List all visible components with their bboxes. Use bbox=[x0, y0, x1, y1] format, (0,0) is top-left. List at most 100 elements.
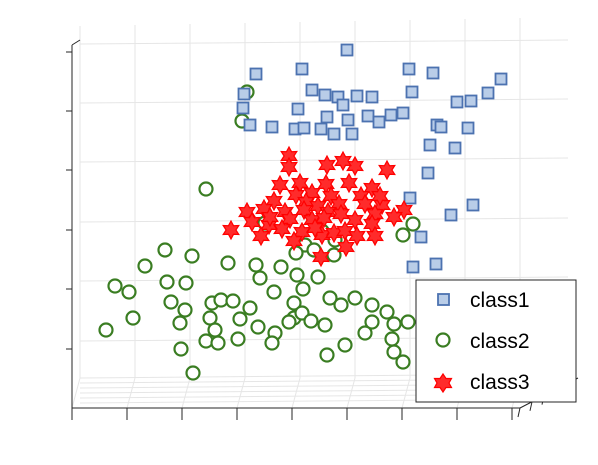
class2-point bbox=[288, 245, 304, 261]
class1-point bbox=[341, 113, 355, 127]
class2-point bbox=[252, 270, 268, 286]
class2-point bbox=[121, 284, 137, 300]
class2-point bbox=[242, 300, 258, 316]
grid-line-horizontal bbox=[79, 39, 569, 45]
class1-point bbox=[448, 141, 462, 155]
class1-point bbox=[340, 43, 354, 57]
legend-label-class3: class3 bbox=[470, 371, 530, 394]
class2-point bbox=[172, 315, 188, 331]
class2-point bbox=[184, 248, 200, 264]
class3-point bbox=[348, 225, 366, 247]
class2-point bbox=[364, 297, 380, 313]
class1-point bbox=[464, 94, 478, 108]
class3-point bbox=[271, 174, 289, 196]
class1-point bbox=[350, 89, 364, 103]
class1-point bbox=[305, 83, 319, 97]
class2-point bbox=[225, 293, 241, 309]
class1-point bbox=[318, 88, 332, 102]
class2-point bbox=[159, 274, 175, 290]
legend-label-class2: class2 bbox=[470, 330, 530, 353]
class2-point bbox=[185, 365, 201, 381]
y-tick bbox=[517, 407, 521, 418]
class3-point bbox=[252, 225, 270, 247]
class1-point bbox=[295, 62, 309, 76]
class1-point bbox=[396, 106, 410, 120]
floor-grid-line bbox=[291, 377, 301, 409]
class1-point bbox=[461, 121, 475, 135]
class1-point bbox=[402, 62, 416, 76]
class2-point bbox=[395, 227, 411, 243]
class3-point bbox=[261, 206, 279, 228]
class2-point bbox=[386, 344, 402, 360]
class2-point bbox=[207, 322, 223, 338]
class2-point bbox=[379, 304, 395, 320]
legend-marker-class1 bbox=[437, 293, 450, 306]
class1-point bbox=[421, 166, 435, 180]
class3-point bbox=[371, 185, 389, 207]
class1-point bbox=[336, 98, 350, 112]
class2-point bbox=[250, 319, 266, 335]
class3-point bbox=[306, 217, 324, 239]
class1-point bbox=[414, 230, 428, 244]
class1-point bbox=[243, 118, 257, 132]
class2-point bbox=[163, 294, 179, 310]
class1-point bbox=[429, 257, 443, 271]
class2-point bbox=[405, 216, 421, 232]
class1-point bbox=[450, 95, 464, 109]
class3-point bbox=[281, 208, 299, 230]
class1-point bbox=[361, 109, 375, 123]
class3-point bbox=[273, 218, 291, 240]
class2-point bbox=[400, 314, 416, 330]
class2-point bbox=[210, 335, 226, 351]
class1-point bbox=[265, 120, 279, 134]
class3-point bbox=[265, 190, 283, 212]
class3-point bbox=[385, 206, 403, 228]
class3-point bbox=[280, 156, 298, 178]
class1-point bbox=[297, 121, 311, 135]
legend-label-class1: class1 bbox=[470, 289, 530, 312]
class3-point bbox=[222, 219, 240, 241]
class2-point bbox=[173, 341, 189, 357]
class1-point bbox=[481, 86, 495, 100]
class1-point bbox=[423, 138, 437, 152]
class1-point bbox=[327, 127, 341, 141]
class3-point bbox=[322, 185, 340, 207]
floor-grid-line bbox=[126, 377, 136, 409]
class2-point bbox=[317, 317, 333, 333]
class3-point bbox=[334, 150, 352, 172]
class3-point bbox=[395, 199, 413, 221]
legend: class1 class2 class3 bbox=[415, 279, 577, 403]
class2-point bbox=[386, 316, 402, 332]
class1-point bbox=[406, 260, 420, 274]
class2-point bbox=[310, 269, 326, 285]
data-points bbox=[98, 43, 508, 381]
class1-point bbox=[434, 120, 448, 134]
class2-point bbox=[286, 295, 302, 311]
class2-point bbox=[137, 258, 153, 274]
class2-point bbox=[157, 242, 173, 258]
class2-point bbox=[198, 333, 214, 349]
class2-point bbox=[125, 310, 141, 326]
class3-point bbox=[285, 230, 303, 252]
class1-point bbox=[384, 108, 398, 122]
class1-point bbox=[405, 85, 419, 99]
class2-point bbox=[357, 325, 373, 341]
floor-grid-line bbox=[71, 377, 81, 409]
class2-point bbox=[232, 311, 248, 327]
class2-point bbox=[264, 335, 280, 351]
class3-point bbox=[287, 184, 305, 206]
floor-grid-line bbox=[346, 377, 356, 409]
class2-point bbox=[384, 331, 400, 347]
class1-point bbox=[494, 72, 508, 86]
class2-point bbox=[107, 278, 123, 294]
class3-point bbox=[318, 154, 336, 176]
class2-point bbox=[198, 181, 214, 197]
class3-point bbox=[295, 199, 313, 221]
class2-point bbox=[230, 331, 246, 347]
class2-point bbox=[322, 290, 338, 306]
grid-line-horizontal bbox=[79, 157, 569, 163]
class3-point bbox=[346, 209, 364, 231]
class2-point bbox=[273, 259, 289, 275]
class1-point bbox=[444, 208, 458, 222]
